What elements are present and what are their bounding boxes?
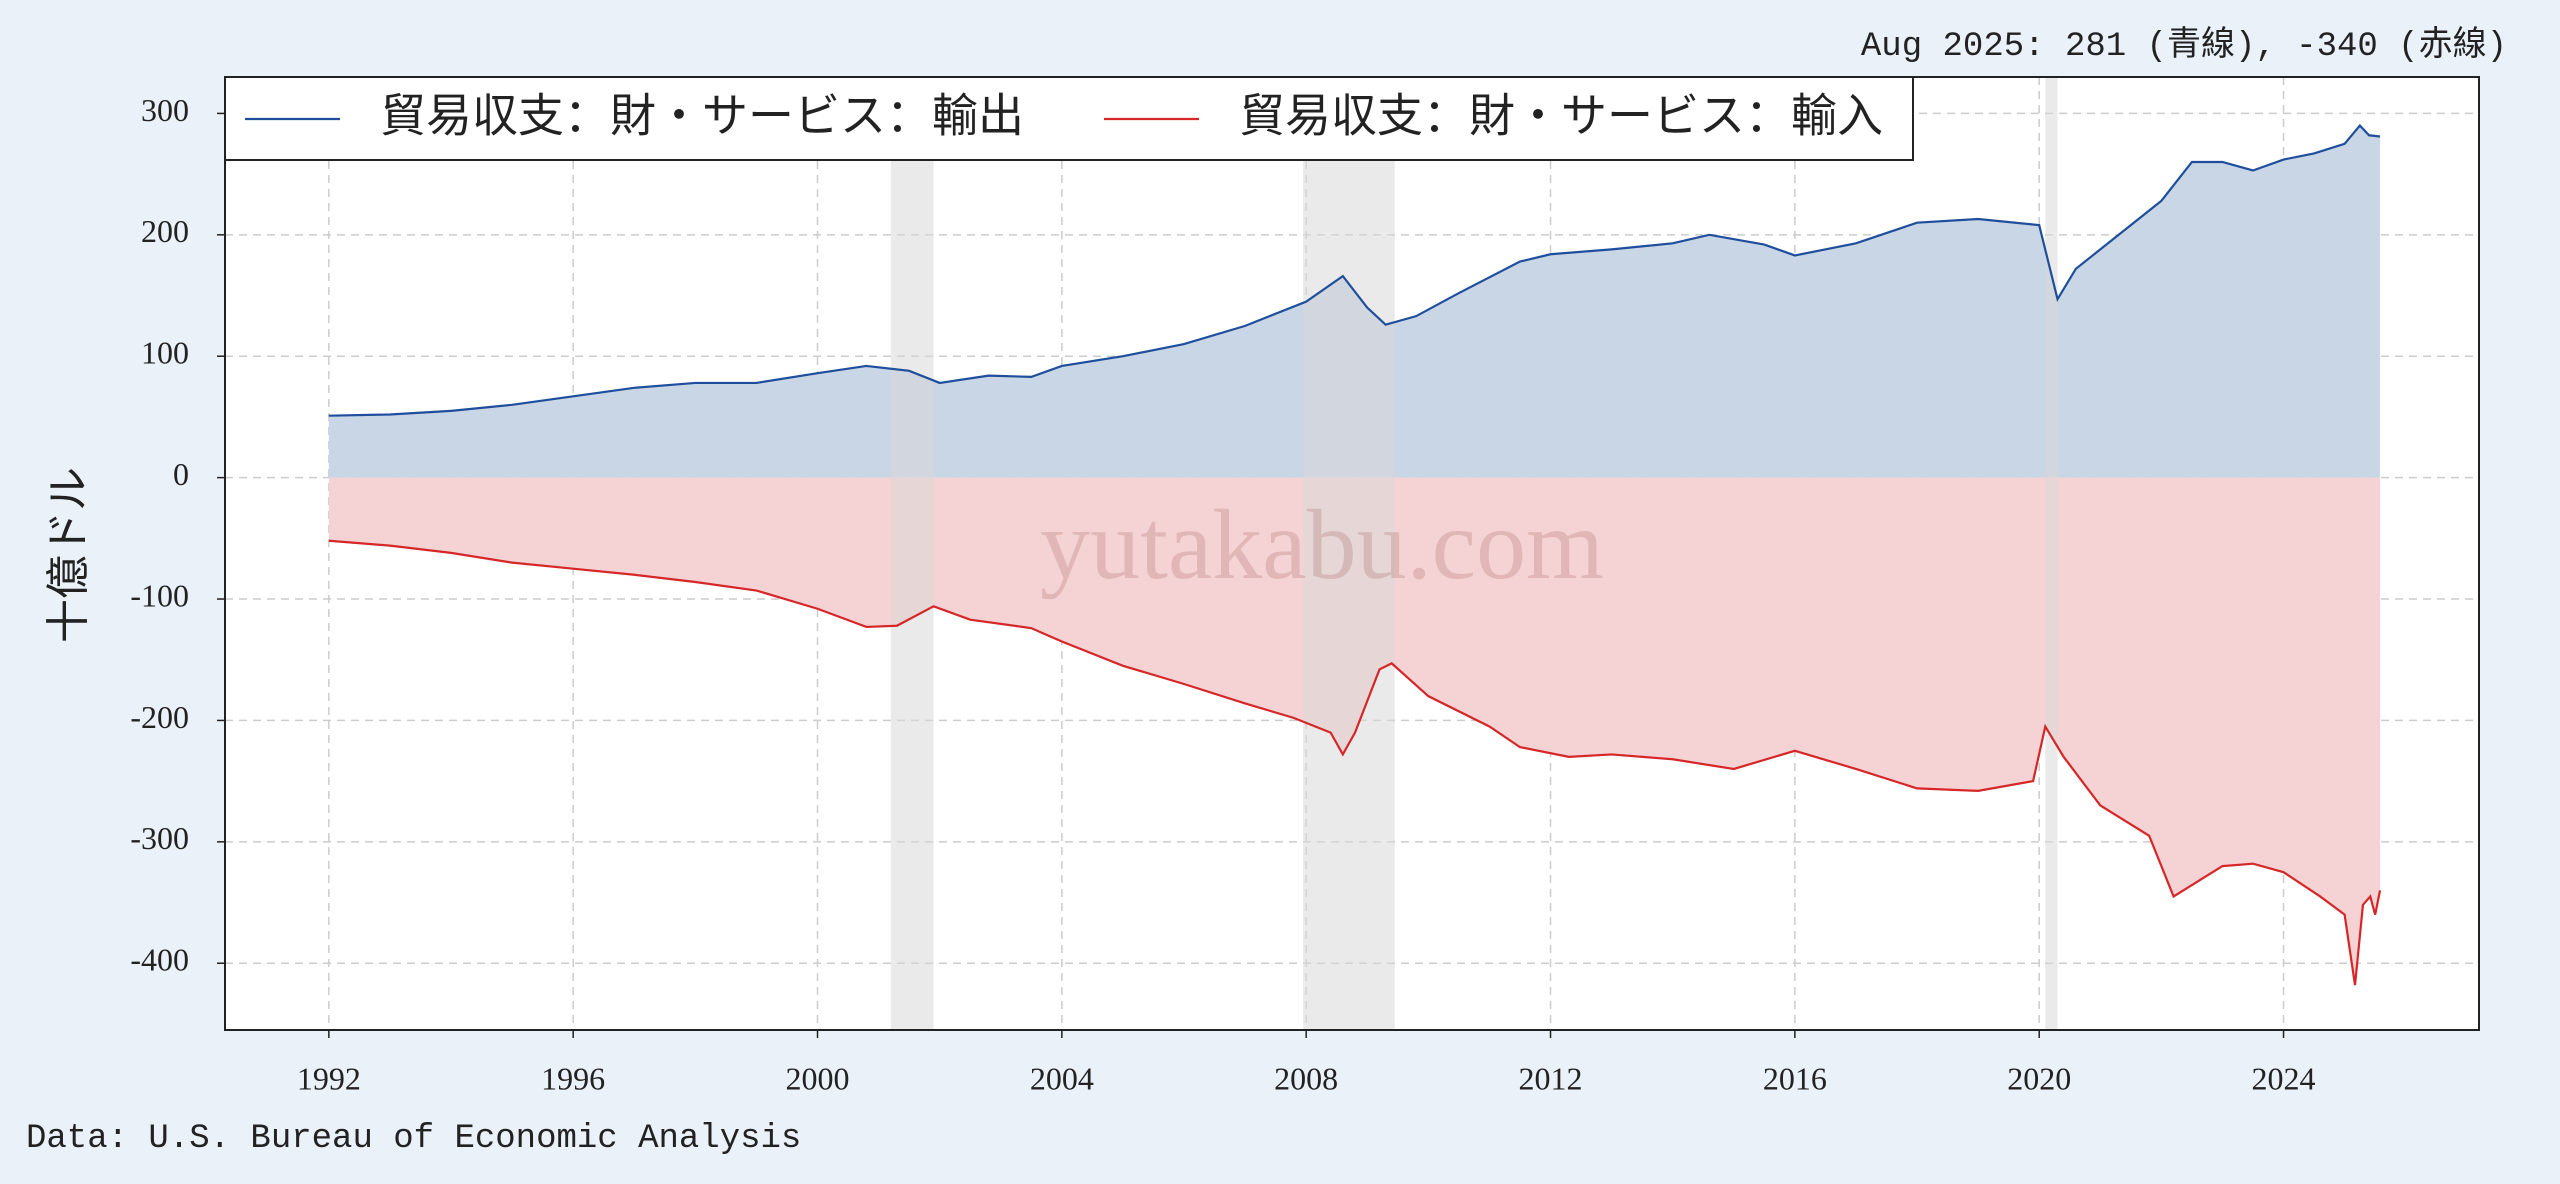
- x-tick-label: 1992: [297, 1060, 361, 1096]
- annotation: Aug 2025: 281 (青線), -340 (赤線): [1861, 25, 2507, 66]
- legend-label: 貿易収支：財・サービス：輸入: [1239, 91, 1883, 142]
- y-tick-label: -400: [130, 942, 189, 978]
- x-tick-label: 2008: [1274, 1060, 1338, 1096]
- recession-band: [890, 77, 934, 1030]
- legend-box: [224, 76, 1914, 161]
- x-tick-label: 2024: [2252, 1060, 2316, 1096]
- x-tick-label: 2000: [786, 1060, 850, 1096]
- y-tick-label: 200: [141, 213, 189, 249]
- x-tick-label: 1996: [541, 1060, 605, 1096]
- y-tick-label: 100: [141, 335, 189, 371]
- x-tick-label: 2004: [1030, 1060, 1094, 1096]
- recession-band: [1303, 77, 1395, 1030]
- x-tick-label: 2016: [1763, 1060, 1827, 1096]
- y-axis-label: 十億ドル: [44, 467, 93, 643]
- series-line: [328, 123, 2381, 417]
- x-tick-label: 2020: [2007, 1060, 2071, 1096]
- series-line: [328, 539, 2382, 986]
- watermark: yutakabu.com: [1040, 489, 1604, 600]
- y-tick-label: -200: [130, 699, 189, 735]
- x-tick-label: 2012: [1519, 1060, 1583, 1096]
- y-tick-label: 300: [141, 92, 189, 128]
- y-tick-label: -300: [130, 820, 189, 856]
- y-tick-label: 0: [173, 456, 189, 492]
- y-tick-label: -100: [130, 577, 189, 613]
- legend-label: 貿易収支：財・サービス：輸出: [380, 91, 1024, 142]
- recession-band: [2045, 77, 2058, 1030]
- source: Data: U.S. Bureau of Economic Analysis: [26, 1120, 801, 1158]
